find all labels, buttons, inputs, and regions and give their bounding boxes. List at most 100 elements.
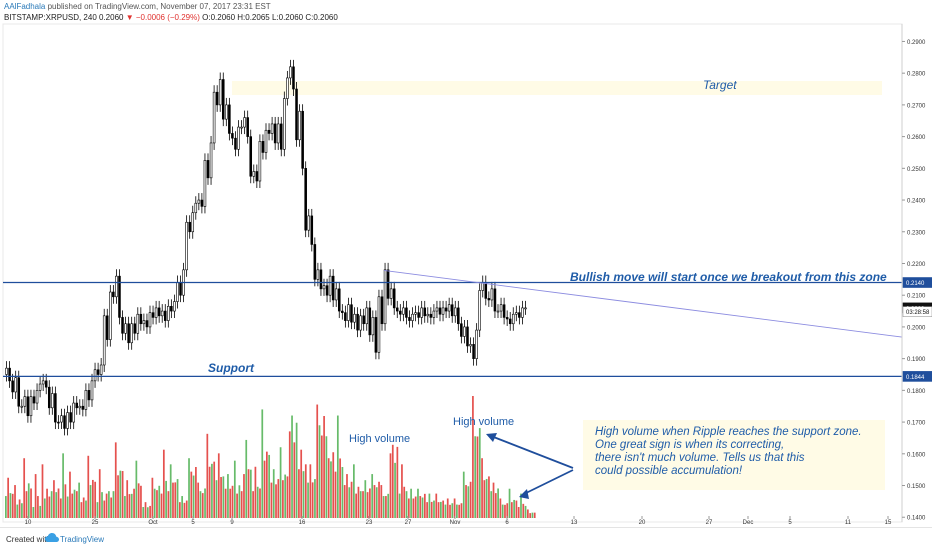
candle-body xyxy=(508,318,512,325)
candle-body xyxy=(496,310,500,313)
volume-bar xyxy=(9,493,12,518)
candle-body xyxy=(160,310,164,317)
volume-bar xyxy=(279,447,282,518)
volume-bar xyxy=(462,471,465,518)
volume-bar xyxy=(50,491,53,518)
volume-bar xyxy=(382,496,385,518)
volume-bar xyxy=(389,453,392,518)
note-line: One great sign is when its correcting, xyxy=(595,439,784,451)
change-value: ▼ −0.0006 (−0.29%) xyxy=(125,13,200,22)
candle-body xyxy=(466,326,469,347)
volume-bar xyxy=(112,491,115,518)
volume-bar xyxy=(243,474,245,518)
volume-bar xyxy=(66,496,69,518)
volume-bar xyxy=(449,504,451,518)
price-chart[interactable]: 0.2900 0.2800 0.2700 0.2600 0.2500 0.2400 0.23… xyxy=(0,0,932,527)
candle-body xyxy=(139,313,143,325)
candle-body xyxy=(481,282,485,291)
candle-body xyxy=(511,313,515,325)
y-tick-label: 0.2500 xyxy=(907,167,926,173)
volume-bar xyxy=(140,485,142,518)
candle-body xyxy=(362,315,365,325)
volume-bar xyxy=(176,479,179,518)
candle-body xyxy=(417,312,420,318)
candle-body xyxy=(286,77,289,99)
candle-body xyxy=(136,313,140,334)
y-tick-label: 0.1800 xyxy=(907,389,926,395)
candle-body xyxy=(392,288,396,309)
candle-body xyxy=(322,285,326,290)
candle-body xyxy=(386,269,390,299)
note-box xyxy=(583,420,885,490)
candle-body xyxy=(221,79,225,120)
volume-bar xyxy=(506,503,509,518)
candle-body xyxy=(105,315,109,340)
volume-bar xyxy=(277,479,280,518)
volume-bar xyxy=(334,471,337,518)
volume-bar xyxy=(34,474,37,518)
support-label: Support xyxy=(208,361,255,375)
volume-bar xyxy=(236,493,238,518)
x-tick-label: 27 xyxy=(405,520,412,526)
volume-bar xyxy=(263,460,266,518)
volume-bar xyxy=(430,501,433,518)
candle-body xyxy=(109,291,112,340)
volume-bar xyxy=(302,471,305,518)
arrow-head-1 xyxy=(486,433,497,442)
arrow-line-1 xyxy=(490,435,574,469)
volume-bar xyxy=(261,409,264,518)
breakout-label: Bullish move will start once we breakout… xyxy=(570,270,887,284)
volume-bar xyxy=(307,482,309,518)
candle-body xyxy=(441,307,445,315)
volume-bar xyxy=(343,485,346,518)
symbol-name[interactable]: BITSTAMP:XRPUSD, 240 xyxy=(4,13,97,22)
volume-bar xyxy=(476,436,479,518)
tradingview-link[interactable]: TradingView xyxy=(60,535,105,544)
candle-body xyxy=(453,307,457,317)
candle-body xyxy=(356,313,359,331)
candle-body xyxy=(487,298,491,301)
candle-body xyxy=(518,312,521,318)
candle-body xyxy=(426,313,430,317)
candle-body xyxy=(408,317,411,321)
candle-body xyxy=(374,317,378,353)
volume-bar xyxy=(314,479,316,518)
volume-bar xyxy=(433,500,435,518)
candle-body xyxy=(389,288,393,299)
volume-bar xyxy=(359,491,362,518)
volume-bar xyxy=(428,493,431,518)
candle-body xyxy=(279,123,283,150)
y-tick-label: 0.2300 xyxy=(907,230,926,236)
volume-bar xyxy=(387,493,390,518)
volume-bar xyxy=(137,483,140,518)
candle-body xyxy=(267,129,271,134)
volume-bar xyxy=(153,488,156,518)
volume-bar xyxy=(341,467,344,518)
target-label: Target xyxy=(703,78,737,92)
volume-bar xyxy=(300,449,303,518)
candle-body xyxy=(383,269,387,325)
candle-body xyxy=(243,117,246,128)
volume-bar xyxy=(89,485,92,518)
volume-bar xyxy=(440,501,442,518)
x-tick-label: Nov xyxy=(450,520,461,526)
candle-body xyxy=(124,323,127,334)
volume-bar xyxy=(179,502,181,518)
volume-bar xyxy=(298,469,300,518)
volume-bar xyxy=(222,476,225,518)
volume-bar xyxy=(291,415,293,518)
volume-bar xyxy=(30,488,32,518)
author-link[interactable]: AAlFadhala xyxy=(4,2,46,11)
candle-body xyxy=(505,317,509,320)
volume-bar xyxy=(515,500,518,518)
volume-bar xyxy=(346,474,348,518)
volume-bar xyxy=(57,488,60,518)
volume-bar xyxy=(254,466,257,518)
volume-bar xyxy=(371,474,374,518)
candle-body xyxy=(423,307,427,317)
volume-bar xyxy=(7,477,10,518)
volume-bar xyxy=(126,480,129,518)
candle-body xyxy=(252,171,256,177)
volume-bar xyxy=(160,493,163,518)
candle-body xyxy=(197,199,201,204)
